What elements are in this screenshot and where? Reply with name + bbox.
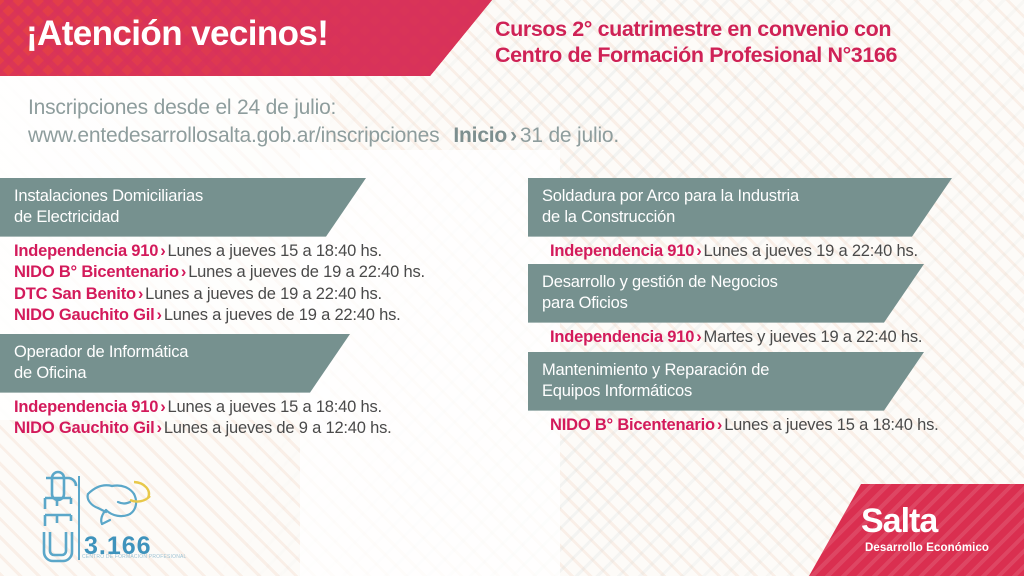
- chevron-right-icon: ›: [156, 419, 163, 438]
- background-wash-middle: [300, 150, 560, 576]
- course-schedule-list: Independencia 910 › Martes y jueves 19 a 2…: [528, 323, 924, 349]
- schedule-time: Lunes a jueves 15 a 18:40 hs.: [724, 415, 939, 434]
- chevron-right-icon: ›: [156, 306, 163, 325]
- course-title-line-2: de Electricidad: [14, 207, 120, 226]
- chevron-right-icon: ›: [137, 284, 144, 303]
- schedule-time: Lunes a jueves 15 a 18:40 hs.: [167, 241, 383, 260]
- course-title-line-2: para Oficios: [542, 293, 628, 312]
- inscriptions-url[interactable]: www.entedesarrollosalta.gob.ar/inscripci…: [28, 123, 440, 147]
- schedule-place: DTC San Benito: [14, 284, 136, 303]
- cfp-logo-number: 3.166: [84, 532, 152, 560]
- schedule-row: Independencia 910 › Lunes a jueves 19 a 22…: [550, 241, 952, 263]
- course-card-instalaciones-domiciliarias: Instalaciones Domiciliarias de Electrici…: [0, 178, 425, 327]
- inicio-value: 31 de julio.: [519, 123, 620, 147]
- chevron-right-icon: ›: [716, 415, 723, 434]
- schedule-place: NIDO Gauchito Gil: [14, 419, 155, 438]
- course-title-line-1: Soldadura por Arco para la Industria: [542, 187, 799, 205]
- schedule-time: Lunes a jueves 19 a 22:40 hs.: [703, 241, 919, 260]
- chevron-right-icon: ›: [696, 241, 702, 260]
- course-title-ribbon: Mantenimiento y Reparación de Equipos In…: [528, 352, 924, 411]
- course-schedule-list: Independencia 910 › Lunes a jueves 15 a 18…: [0, 393, 392, 440]
- schedule-place: Independencia 910: [550, 327, 695, 346]
- cfp-logo-graphic: 3.166: [42, 470, 152, 563]
- course-title-line-2: de Oficina: [14, 363, 87, 382]
- inscriptions-block: Inscripciones desde el 24 de julio: www.…: [28, 94, 619, 149]
- schedule-place: Independencia 910: [14, 241, 159, 260]
- schedule-time: Lunes a jueves 15 a 18:40 hs.: [167, 397, 383, 416]
- course-title-ribbon: Soldadura por Arco para la Industria de …: [528, 178, 952, 237]
- cfp-logo-caption: CENTRO DE FORMACIÓN PROFESIONAL: [82, 554, 187, 560]
- salta-logo-tagline: Desarrollo Económico: [865, 542, 990, 554]
- cfp-logo: 3.166 CENTRO DE FORMACIÓN PROFESIONAL: [22, 468, 186, 568]
- schedule-place: Independencia 910: [14, 397, 159, 416]
- course-title-ribbon: Desarrollo y gestión de Negocios para Of…: [528, 264, 924, 323]
- header-subtitle-line-1: Cursos 2° cuatrimestre en convenio con: [495, 17, 892, 41]
- course-title-line-2: de la Construcción: [542, 207, 676, 226]
- schedule-place: NIDO B° Bicentenario: [14, 263, 179, 282]
- inscriptions-line-2: www.entedesarrollosalta.gob.ar/inscripci…: [28, 122, 619, 150]
- course-card-soldadura-arco: Soldadura por Arco para la Industria de …: [528, 178, 952, 262]
- header-subtitle: Cursos 2° cuatrimestre en convenio con C…: [495, 16, 1015, 68]
- course-title-ribbon: Instalaciones Domiciliarias de Electrici…: [0, 178, 366, 237]
- header-subtitle-line-2: Centro de Formación Profesional N°3166: [495, 43, 898, 68]
- schedule-row: DTC San Benito › Lunes a jueves de 19 a 22…: [14, 284, 425, 306]
- course-card-operador-informatica: Operador de Informática de Oficina Indep…: [0, 334, 392, 440]
- schedule-row: NIDO B° Bicentenario › Lunes a jueves 15 a…: [550, 415, 939, 437]
- chevron-right-icon: ›: [160, 241, 166, 260]
- schedule-time: Lunes a jueves de 19 a 22:40 hs.: [145, 284, 382, 303]
- chevron-right-icon: ›: [696, 327, 702, 346]
- chevron-right-icon: ›: [160, 397, 166, 416]
- schedule-row: Independencia 910 › Lunes a jueves 15 a 18…: [14, 397, 392, 419]
- page-title: ¡Atención vecinos!: [26, 14, 329, 53]
- schedule-time: Lunes a jueves de 19 a 22:40 hs.: [163, 306, 401, 325]
- inscriptions-date-line: Inscripciones desde el 24 de julio:: [28, 96, 337, 119]
- course-title-line-2: Equipos Informáticos: [542, 381, 693, 400]
- schedule-place: NIDO Gauchito Gil: [14, 306, 155, 325]
- chevron-right-icon: ›: [180, 263, 187, 282]
- schedule-time: Lunes a jueves de 9 a 12:40 hs.: [163, 419, 392, 438]
- schedule-row: NIDO B° Bicentenario › Lunes a jueves de 1…: [14, 262, 425, 284]
- header-overlay: [0, 0, 492, 76]
- schedule-row: Independencia 910 › Martes y jueves 19 a 2…: [550, 327, 924, 349]
- course-schedule-list: Independencia 910 › Lunes a jueves 15 a 18…: [0, 237, 425, 327]
- course-title-line-1: Instalaciones Domiciliarias: [14, 187, 204, 205]
- course-title-line-1: Operador de Informática: [14, 343, 189, 361]
- schedule-place: NIDO B° Bicentenario: [550, 415, 715, 434]
- course-schedule-list: Independencia 910 › Lunes a jueves 19 a 22…: [528, 237, 952, 263]
- schedule-place: Independencia 910: [550, 241, 695, 260]
- header-red-banner: [0, 0, 492, 76]
- schedule-time: Lunes a jueves de 19 a 22:40 hs.: [188, 263, 425, 282]
- course-title-line-1: Desarrollo y gestión de Negocios: [542, 273, 778, 291]
- schedule-row: NIDO Gauchito Gil › Lunes a jueves de 9 a …: [14, 418, 392, 440]
- course-title-line-1: Mantenimiento y Reparación de: [542, 361, 770, 379]
- schedule-row: NIDO Gauchito Gil › Lunes a jueves de 19 a…: [14, 305, 425, 327]
- schedule-row: Independencia 910 › Lunes a jueves 15 a 18…: [14, 241, 425, 263]
- salta-logo-word: Salta: [861, 502, 938, 540]
- inicio-label: Inicio: [453, 123, 508, 147]
- schedule-time: Martes y jueves 19 a 22:40 hs.: [703, 327, 923, 346]
- chevron-right-icon: ›: [510, 123, 517, 147]
- course-schedule-list: NIDO B° Bicentenario › Lunes a jueves 15 a…: [528, 411, 939, 437]
- course-title-ribbon: Operador de Informática de Oficina: [0, 334, 350, 393]
- course-card-desarrollo-negocios: Desarrollo y gestión de Negocios para Of…: [528, 264, 924, 348]
- course-card-mantenimiento-equipos: Mantenimiento y Reparación de Equipos In…: [528, 352, 939, 436]
